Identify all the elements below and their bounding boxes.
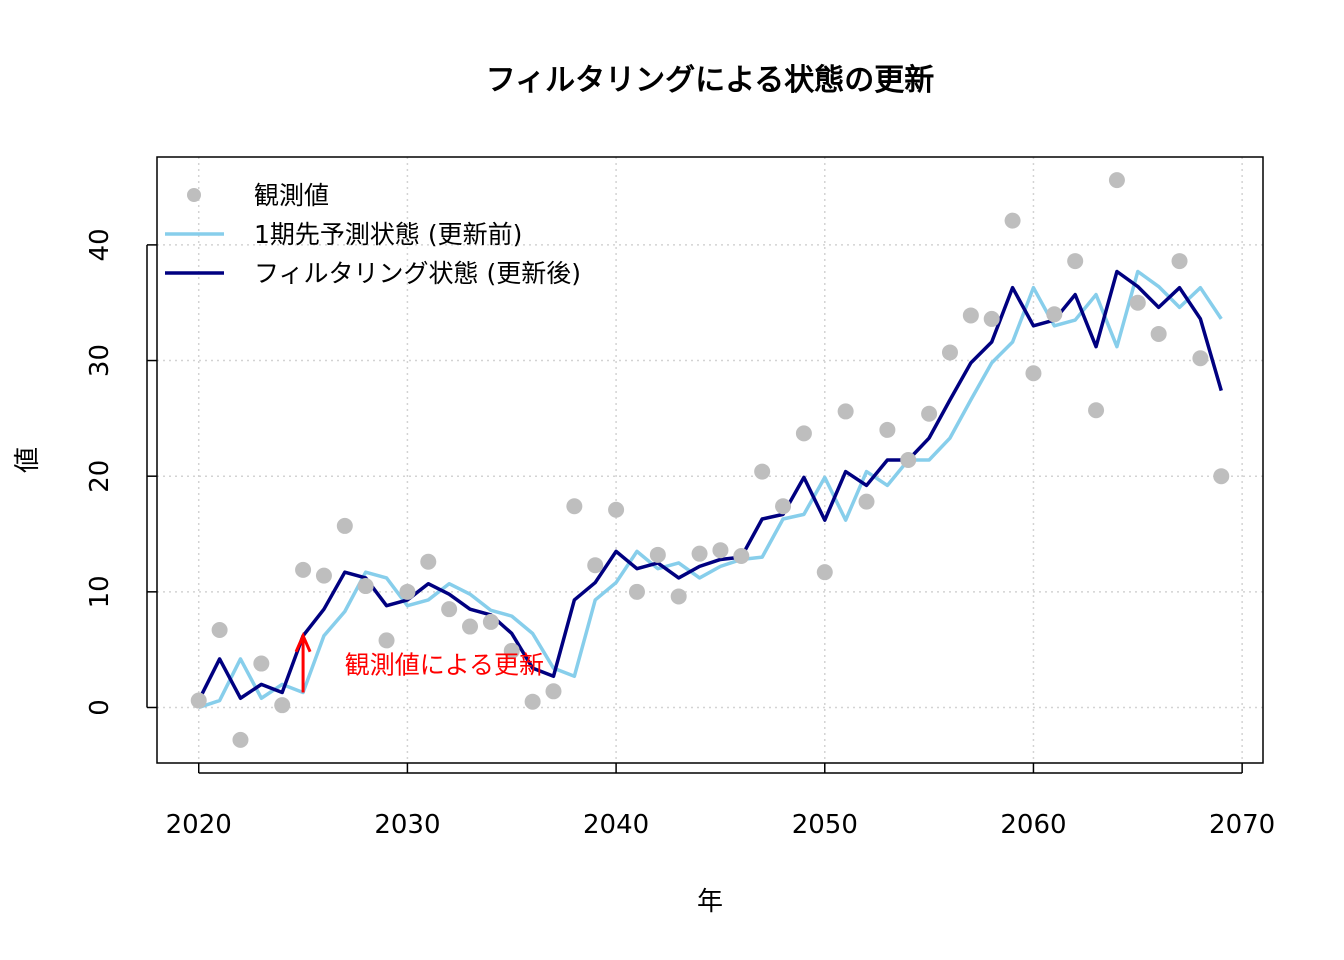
data-point	[962, 307, 979, 324]
data-point	[608, 501, 625, 518]
legend-label: 観測値	[254, 181, 329, 210]
data-point	[1067, 253, 1084, 270]
data-point	[983, 310, 1000, 327]
data-point	[900, 452, 917, 468]
x-tick-label: 2050	[792, 810, 858, 840]
data-point	[1108, 172, 1125, 189]
data-point	[1129, 294, 1146, 311]
y-tick-label: 20	[85, 460, 115, 493]
y-tick-label: 0	[85, 699, 115, 716]
data-point	[545, 683, 562, 700]
data-point	[1088, 402, 1105, 419]
series-points	[190, 172, 1230, 748]
data-point	[921, 405, 938, 422]
data-point	[462, 618, 479, 635]
data-point	[295, 561, 312, 578]
data-point	[524, 693, 541, 710]
data-point	[420, 553, 437, 570]
data-point	[941, 344, 958, 361]
data-point	[712, 542, 729, 559]
y-tick-label: 10	[85, 575, 115, 608]
series-line	[197, 269, 1223, 702]
data-point	[274, 697, 291, 714]
data-point	[211, 622, 228, 639]
data-point	[378, 632, 395, 649]
data-point	[357, 578, 374, 595]
data-point	[837, 403, 854, 420]
grid-lines	[157, 157, 1263, 763]
data-point	[503, 642, 520, 659]
x-tick-label: 2040	[583, 810, 649, 840]
data-point	[482, 613, 499, 630]
data-point	[587, 557, 604, 574]
x-tick-label: 2030	[374, 810, 440, 840]
y-tick-label: 40	[85, 228, 115, 261]
data-point	[336, 517, 353, 534]
x-tick-label: 2070	[1209, 810, 1275, 840]
data-point	[1213, 468, 1230, 485]
data-point	[1192, 350, 1209, 367]
data-point	[691, 545, 708, 562]
y-tick-label: 30	[85, 344, 115, 377]
data-point	[1025, 365, 1042, 382]
plot-frame	[156, 156, 1264, 764]
series-line	[198, 269, 1223, 710]
data-point	[858, 493, 875, 510]
data-point	[1171, 253, 1188, 270]
data-point	[754, 463, 771, 480]
x-tick-label: 2060	[1000, 810, 1066, 840]
data-point	[775, 498, 792, 515]
data-point	[670, 588, 687, 605]
legend-label: 1期先予測状態 (更新前)	[254, 220, 522, 249]
data-point	[1150, 325, 1167, 342]
series-lines	[197, 269, 1223, 710]
data-point	[566, 498, 583, 515]
x-tick-label: 2020	[166, 810, 232, 840]
data-point	[399, 583, 416, 600]
data-point	[1004, 212, 1021, 229]
data-point	[232, 731, 249, 748]
legend-swatch-point	[187, 188, 201, 202]
data-point	[816, 564, 833, 581]
data-point	[628, 583, 645, 600]
data-point	[315, 567, 332, 584]
data-point	[733, 547, 750, 564]
chart-title: フィルタリングによる状態の更新	[486, 63, 935, 98]
legend: 観測値 1期先予測状態 (更新前) フィルタリング状態 (更新後)	[165, 181, 581, 288]
data-point	[441, 601, 458, 618]
data-point	[190, 692, 207, 709]
data-point	[649, 546, 666, 563]
data-point	[1046, 306, 1063, 323]
data-point	[795, 425, 812, 442]
data-point	[879, 421, 896, 438]
y-axis-title: 値	[13, 447, 43, 473]
annotation-arrow-head	[294, 632, 312, 653]
legend-label: フィルタリング状態 (更新後)	[254, 259, 581, 288]
data-point	[253, 655, 270, 672]
annotation: 観測値による更新	[294, 632, 544, 693]
annotation-label: 観測値による更新	[345, 651, 544, 680]
x-axis-title: 年	[697, 887, 723, 917]
